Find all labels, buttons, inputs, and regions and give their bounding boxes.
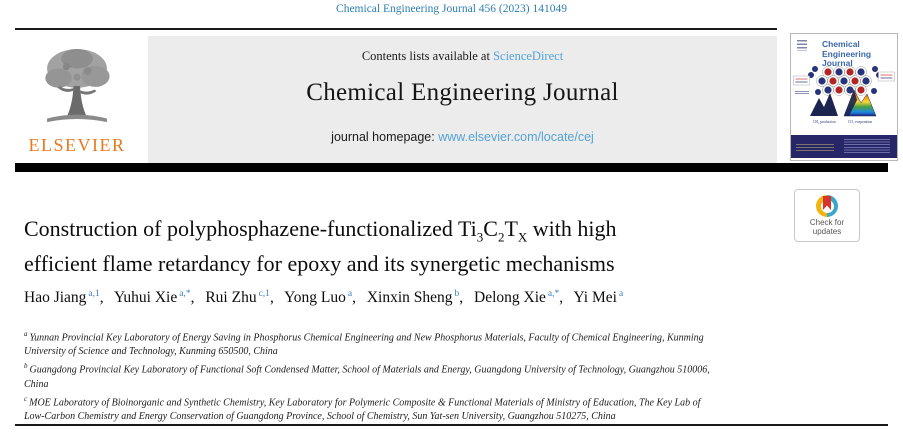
- affiliation-c: c MOE Laboratory of Bioinorganic and Synt…: [24, 394, 701, 422]
- article-title-line2: efficient flame retardancy for epoxy and…: [24, 251, 615, 277]
- homepage-line: journal homepage: www.elsevier.com/locat…: [148, 130, 777, 144]
- cover-footer-text-left: [796, 144, 834, 153]
- journal-cover-thumbnail[interactable]: Chemical Engineering Journal: [790, 33, 898, 161]
- journal-citation-header: Chemical Engineering Journal 456 (2023) …: [336, 3, 567, 15]
- cover-artwork: CH₄ production CO₂ evaporation: [793, 66, 895, 124]
- author: Rui Zhu c,1,: [205, 289, 274, 307]
- top-divider: [15, 28, 777, 30]
- crossmark-icon: [816, 195, 838, 217]
- affiliation-list: a Yunnan Provincial Key Laboratory of Ene…: [24, 327, 890, 424]
- author: Xinxin Sheng b,: [366, 289, 464, 307]
- crossmark-label: Check for updates: [809, 218, 845, 236]
- journal-homepage-link[interactable]: www.elsevier.com/locate/cej: [438, 130, 594, 144]
- affiliation-b: b Guangdong Provincial Key Laboratory of …: [24, 362, 710, 390]
- contents-prefix: Contents lists available at: [361, 49, 490, 63]
- author-list: Hao Jiang a,1, Yuhui Xie a,*, Rui Zhu c,1, …: [24, 289, 630, 307]
- contents-line: Contents lists available at ScienceDirec…: [148, 49, 777, 64]
- author: Hao Jiang a,1,: [24, 289, 104, 307]
- cover-footer-text-right: [844, 139, 890, 154]
- article-title-line1: Construction of polyphosphazene-function…: [24, 216, 617, 245]
- cover-label-right: CO₂ evaporation: [848, 120, 872, 124]
- author: Yong Luo a,: [284, 289, 356, 307]
- author: Yuhui Xie a,*,: [113, 289, 195, 307]
- check-for-updates-badge[interactable]: Check for updates: [794, 189, 860, 242]
- homepage-prefix: journal homepage:: [331, 130, 435, 144]
- cover-volume-text: [795, 91, 809, 94]
- bottom-divider: [15, 424, 888, 426]
- elsevier-tree-icon: [45, 49, 110, 123]
- cover-label-left: CH₄ production: [813, 120, 836, 124]
- journal-masthead: Contents lists available at ScienceDirec…: [148, 36, 777, 163]
- journal-name: Chemical Engineering Journal: [306, 79, 619, 106]
- cover-footer-band: [791, 135, 897, 158]
- elsevier-logo: ELSEVIER: [18, 38, 136, 156]
- sciencedirect-link[interactable]: ScienceDirect: [493, 49, 564, 63]
- cover-publisher-icon: [797, 40, 807, 51]
- crossmark-bookmark-icon: [823, 196, 831, 210]
- cover-journal-title: Chemical Engineering Journal: [822, 39, 872, 68]
- affiliation-a: a Yunnan Provincial Key Laboratory of Ene…: [24, 330, 704, 358]
- elsevier-wordmark: ELSEVIER: [28, 135, 126, 155]
- article-title: Construction of polyphosphazene-function…: [24, 215, 794, 277]
- author: Delong Xie a,*,: [474, 289, 564, 307]
- author: Yi Mei a: [573, 289, 624, 307]
- header-divider-bar: [15, 163, 888, 172]
